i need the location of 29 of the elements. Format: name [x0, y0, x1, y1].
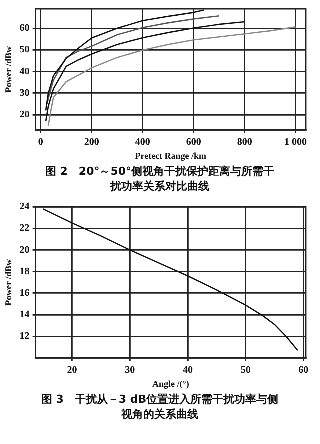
x-axis-title: Angle /(°)	[152, 378, 190, 389]
y-tick-label: 30	[20, 88, 30, 99]
x-tick-label: 600	[186, 136, 202, 148]
x-tick-label: 400	[135, 136, 150, 148]
y-tick-label: 20	[20, 244, 30, 256]
x-tick-label: 60	[298, 364, 309, 376]
y-tick-label: 60	[20, 23, 30, 34]
y-tick-label: 50	[20, 44, 30, 56]
x-tick-label: 800	[237, 136, 252, 148]
x-axis-title: Pretect Range /km	[135, 150, 208, 161]
x-tick-label: 30	[125, 364, 136, 376]
y-axis-title: Power /dBw	[4, 258, 14, 306]
y-tick-label: 24	[20, 202, 30, 213]
x-tick-label: 1 000	[284, 136, 308, 148]
y-tick-label: 20	[20, 110, 30, 121]
x-tick-label: 20	[67, 364, 78, 376]
y-axis-title: Power /dBw	[4, 46, 14, 93]
x-tick-label: 40	[182, 364, 193, 376]
y-tick-label: 18	[20, 266, 30, 278]
y-tick-label: 16	[20, 288, 30, 299]
y-tick-label: 14	[20, 310, 30, 321]
y-tick-label: 22	[20, 223, 30, 234]
caption: 图 2 20°～50°侧视角干扰保护距离与所需干扰功率关系对比曲线	[44, 164, 276, 195]
x-tick-label: 50	[240, 364, 251, 376]
y-tick-label: 12	[20, 331, 30, 342]
caption: 图 3 干扰从－3 dB位置进入所需干扰功率与侧视角的关系曲线	[40, 392, 280, 423]
x-tick-label: 0	[38, 136, 44, 148]
y-tick-label: 40	[20, 66, 30, 78]
x-tick-label: 200	[84, 136, 100, 148]
